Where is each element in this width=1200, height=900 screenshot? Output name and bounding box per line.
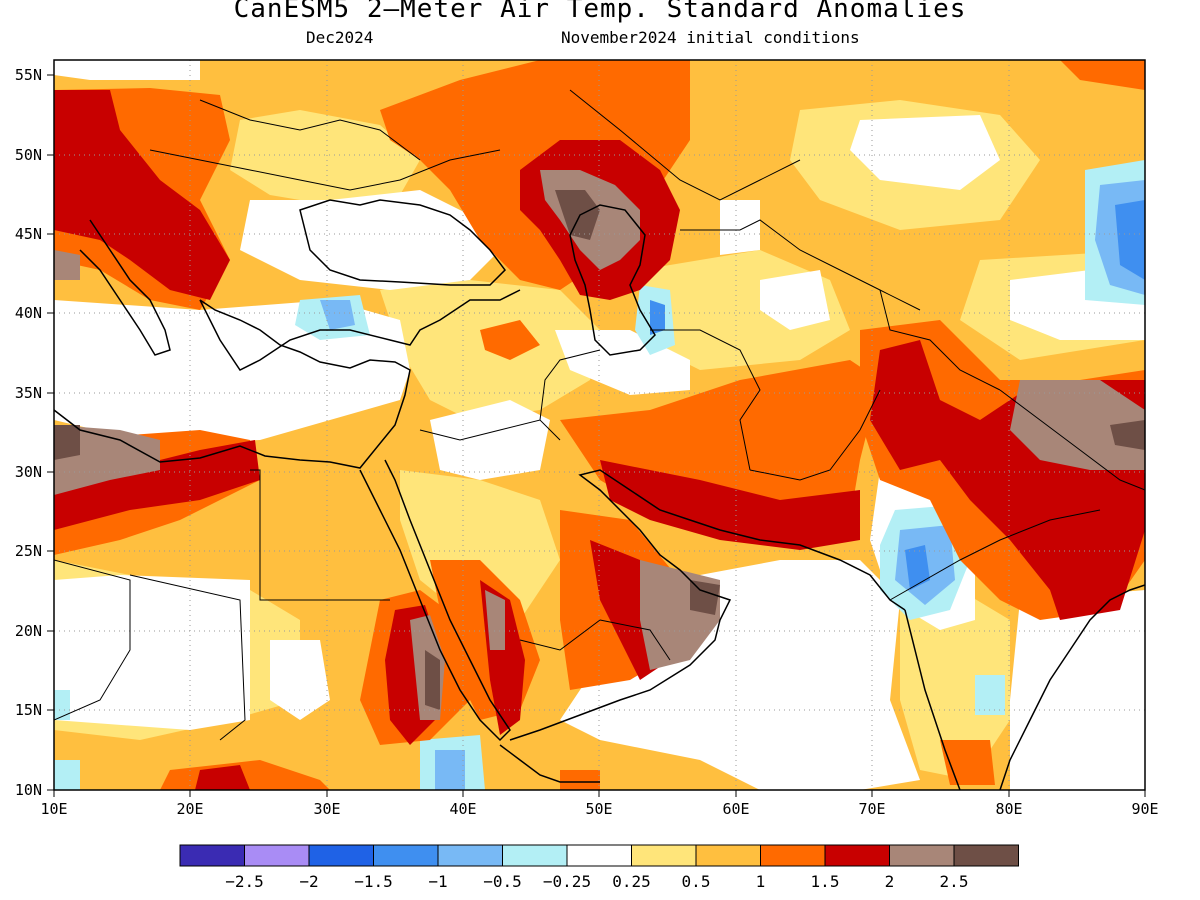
colorbar-swatch xyxy=(244,844,310,867)
lon-label: 30E xyxy=(313,800,340,818)
colorbar-label: −2.5 xyxy=(225,872,264,891)
colorbar-swatch xyxy=(437,844,503,867)
colorbar-label: 1 xyxy=(756,872,766,891)
lon-label: 70E xyxy=(858,800,885,818)
colorbar-label: 0.25 xyxy=(612,872,651,891)
colorbar-label: 0.5 xyxy=(682,872,711,891)
colorbar-swatch xyxy=(889,844,955,867)
colorbar-label: −0.5 xyxy=(483,872,522,891)
lon-label: 10E xyxy=(40,800,67,818)
colorbar-swatch xyxy=(695,844,761,867)
lat-label: 15N xyxy=(15,701,42,719)
colorbar-labels: −2.5 −2 −1.5 −1 −0.5 −0.25 0.25 0.5 1 1.5 2 2.5 xyxy=(225,872,968,891)
colorbar-label: −1 xyxy=(428,872,447,891)
colorbar-swatch xyxy=(760,844,826,867)
lon-label: 90E xyxy=(1131,800,1158,818)
lon-label: 40E xyxy=(449,800,476,818)
colorbar xyxy=(179,844,1019,867)
lat-labels: 55N 50N 45N 40N 35N 30N 25N 20N 15N 10N xyxy=(15,66,42,799)
lon-label: 50E xyxy=(585,800,612,818)
colorbar-swatch xyxy=(824,844,890,867)
lat-label: 50N xyxy=(15,146,42,164)
colorbar-label: 2.5 xyxy=(940,872,969,891)
colorbar-label: −1.5 xyxy=(354,872,393,891)
anomaly-field xyxy=(54,60,1145,790)
lat-label: 25N xyxy=(15,542,42,560)
colorbar-label: −2 xyxy=(299,872,318,891)
lat-label: 30N xyxy=(15,463,42,481)
colorbar-swatch xyxy=(631,844,697,867)
map-title: CanESM5 2—Meter Air Temp. Standard Anoma… xyxy=(233,0,967,24)
lat-label: 55N xyxy=(15,66,42,84)
country-borders xyxy=(54,89,1145,741)
initial-conditions: November2024 initial conditions xyxy=(561,28,860,47)
colorbar-swatch xyxy=(308,844,374,867)
colorbar-label: 1.5 xyxy=(811,872,840,891)
colorbar-swatch xyxy=(502,844,568,867)
colorbar-swatch xyxy=(566,844,632,867)
lat-label: 35N xyxy=(15,384,42,402)
lon-labels: 10E 20E 30E 40E 50E 60E 70E 80E 90E xyxy=(40,800,1158,818)
tick-marks xyxy=(47,74,1146,797)
colorbar-label: −0.25 xyxy=(543,872,591,891)
lon-label: 80E xyxy=(995,800,1022,818)
colorbar-swatch xyxy=(953,844,1019,867)
lat-label: 10N xyxy=(15,781,42,799)
colorbar-swatch xyxy=(373,844,439,867)
forecast-month: Dec2024 xyxy=(306,28,374,47)
colorbar-label: 2 xyxy=(885,872,895,891)
coastlines xyxy=(54,199,1145,790)
lon-label: 20E xyxy=(176,800,203,818)
lat-label: 45N xyxy=(15,225,42,243)
lat-label: 40N xyxy=(15,304,42,322)
colorbar-swatch xyxy=(179,844,245,867)
graticule xyxy=(54,60,1145,790)
lon-label: 60E xyxy=(722,800,749,818)
lat-label: 20N xyxy=(15,622,42,640)
